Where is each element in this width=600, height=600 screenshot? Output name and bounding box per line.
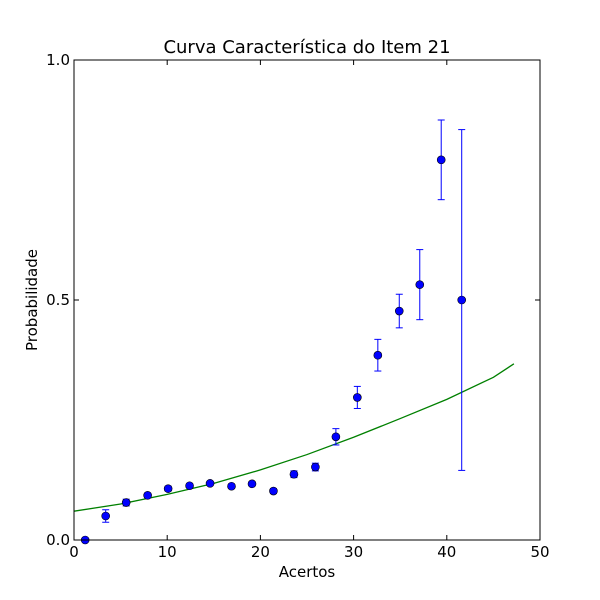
data-point — [101, 511, 110, 521]
plot-frame — [73, 59, 541, 541]
fitted-curve — [73, 363, 515, 512]
chart-title: Curva Característica do Item 21 — [163, 37, 450, 58]
data-point — [394, 306, 404, 316]
x-tick-label: 0 — [69, 543, 79, 561]
axis-ticks: 0 10 20 30 40 50 0.0 0.5 1.0 — [46, 51, 549, 561]
data-point — [227, 481, 236, 491]
x-tick-label: 50 — [530, 543, 549, 561]
x-tick-label: 20 — [251, 543, 270, 561]
x-tick-label: 10 — [158, 543, 177, 561]
data-point — [185, 481, 194, 491]
data-point — [143, 491, 152, 500]
data-point — [331, 432, 341, 442]
data-point — [247, 479, 257, 489]
data-point — [163, 484, 173, 493]
x-axis-label: Acertos — [279, 563, 336, 581]
data-point — [121, 498, 131, 507]
data-point — [353, 393, 362, 402]
x-tick-label: 30 — [344, 543, 363, 561]
points-layer — [80, 119, 467, 545]
y-tick-label: 0.0 — [46, 531, 70, 549]
y-axis-label: Probabilidade — [23, 249, 41, 351]
data-point — [373, 350, 383, 360]
data-point — [457, 295, 467, 305]
data-point — [415, 280, 425, 289]
data-point — [311, 462, 320, 472]
curve-layer — [73, 363, 515, 512]
data-point — [269, 486, 278, 496]
y-tick-label: 1.0 — [46, 51, 70, 69]
y-tick-label: 0.5 — [46, 291, 70, 309]
x-tick-label: 40 — [437, 543, 456, 561]
data-point — [205, 479, 215, 488]
data-point — [289, 469, 299, 479]
data-point — [436, 155, 446, 165]
